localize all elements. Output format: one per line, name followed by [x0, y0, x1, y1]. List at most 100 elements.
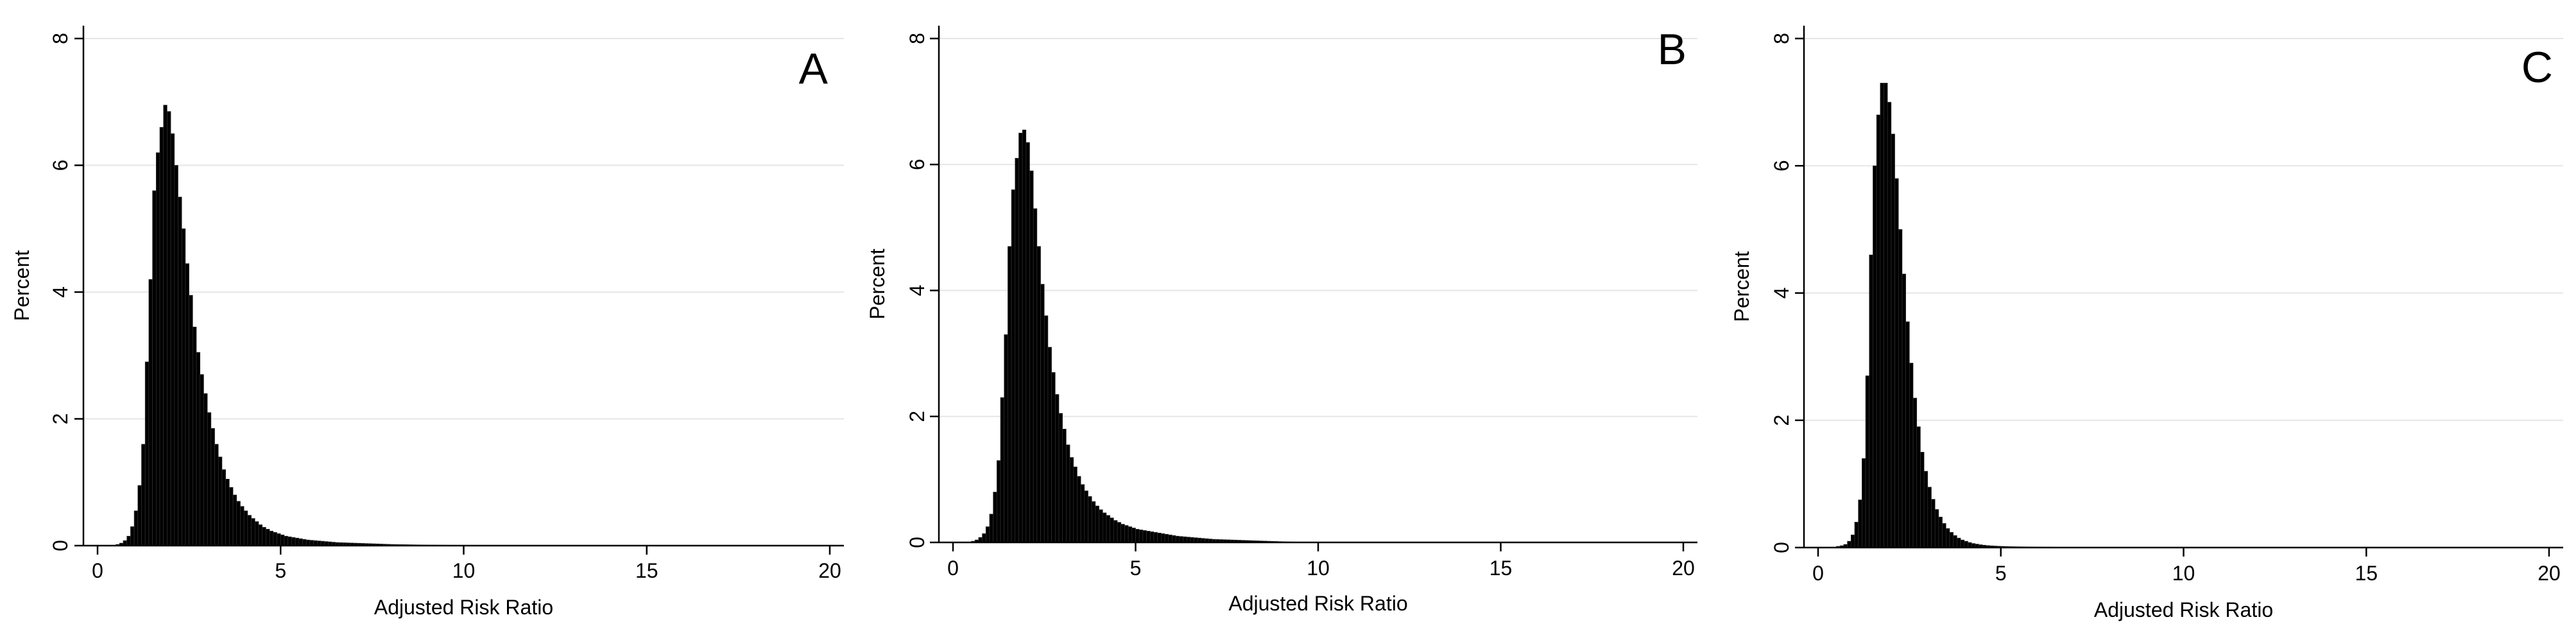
histogram-bar: [251, 518, 255, 546]
histogram-bar: [137, 485, 142, 546]
histogram-bar: [1088, 496, 1092, 543]
histogram-bar: [141, 444, 146, 546]
histogram-bar: [1008, 246, 1012, 543]
histogram-bar: [1043, 315, 1049, 543]
y-axis-title: Percent: [1730, 251, 1753, 322]
histogram-bar: [240, 506, 245, 546]
histogram-bar: [1051, 372, 1056, 543]
panel-label: B: [1658, 25, 1687, 74]
histogram-bar: [1880, 83, 1884, 548]
x-tick-label: 10: [2172, 562, 2195, 585]
histogram-bar: [170, 133, 175, 546]
histogram-bar: [148, 279, 153, 546]
histogram-bar: [1905, 321, 1910, 548]
chart-panel-b: 0 5 10 15 20 0 2 4 6 8 Adjusted Risk Ratio Percent B: [866, 25, 1697, 615]
histogram-bar: [280, 534, 285, 546]
histogram-bar: [167, 111, 171, 546]
x-tick-label: 15: [1490, 557, 1513, 580]
y-tick-label: 2: [906, 411, 929, 422]
histogram-bar: [1055, 394, 1060, 543]
histogram-bar: [1142, 530, 1147, 543]
histogram-bar: [1894, 178, 1899, 548]
histogram-bar: [1099, 509, 1103, 543]
histogram-bar: [174, 165, 178, 546]
y-tick-label: 6: [1770, 160, 1793, 171]
y-tick-label: 6: [49, 160, 72, 171]
histogram-bar: [1080, 484, 1085, 543]
histogram-bar: [1847, 540, 1851, 548]
histogram-bar: [243, 510, 248, 546]
histogram-bar: [1004, 334, 1008, 543]
bar-group: [971, 129, 1308, 543]
histogram-bar: [1179, 536, 1183, 543]
histogram-bar: [1121, 524, 1125, 543]
histogram-bar: [1091, 501, 1096, 543]
x-tick-label: 5: [1995, 562, 2007, 585]
x-axis-title: Adjusted Risk Ratio: [2094, 598, 2273, 621]
histogram-bar: [144, 361, 150, 546]
panel-label: A: [799, 44, 829, 93]
histogram-bar: [214, 444, 219, 546]
histogram-bar: [1029, 170, 1034, 543]
x-tick-label: 20: [2537, 562, 2561, 585]
histogram-bar: [1909, 363, 1914, 548]
x-axis-title: Adjusted Risk Ratio: [374, 596, 553, 619]
histogram-bar: [200, 374, 204, 546]
histogram-bar: [1964, 540, 1968, 548]
histogram-bar: [1876, 114, 1881, 548]
x-tick-label: 0: [92, 559, 103, 582]
y-tick-label: 4: [1770, 288, 1793, 299]
y-tick-label: 0: [906, 537, 929, 548]
histogram-bar: [130, 526, 135, 546]
histogram-bar: [1157, 532, 1162, 543]
histogram-bar: [1161, 533, 1165, 543]
histogram-bar: [1066, 444, 1070, 543]
histogram-bar: [189, 295, 193, 546]
y-tick-label: 2: [1770, 415, 1793, 426]
x-tick-label: 0: [947, 557, 959, 580]
histogram-bar: [1058, 413, 1063, 543]
histogram-bar: [203, 393, 208, 546]
histogram-bar: [1953, 535, 1957, 548]
histogram-bar: [1131, 528, 1136, 543]
histogram-bar: [1000, 397, 1004, 543]
x-tick-label: 0: [1812, 562, 1824, 585]
histogram-bar: [1960, 539, 1965, 548]
histogram-bar: [1084, 490, 1088, 543]
histogram-bar: [210, 428, 215, 546]
x-tick-label: 20: [1672, 557, 1695, 580]
histogram-bar: [1887, 101, 1892, 548]
histogram-bar: [262, 527, 266, 546]
y-tick-label: 0: [1770, 542, 1793, 553]
histogram-bar: [1175, 535, 1180, 543]
y-tick-label: 2: [49, 413, 72, 425]
histogram-bar: [1920, 452, 1925, 548]
histogram-bar: [1164, 533, 1169, 543]
histogram-bar: [284, 535, 288, 546]
histogram-bar: [1113, 520, 1118, 543]
histogram-bar: [126, 535, 131, 546]
histogram-bar: [1073, 466, 1078, 543]
histogram-bar: [1153, 532, 1158, 543]
histogram-bar: [1902, 273, 1906, 548]
histogram-bar: [1916, 426, 1921, 548]
histogram-bar: [159, 126, 164, 546]
y-tick-label: 4: [49, 286, 72, 298]
histogram-bar: [298, 538, 303, 546]
histogram-bar: [1869, 254, 1873, 548]
histogram-bar: [1942, 523, 1946, 548]
histogram-bar: [133, 510, 139, 546]
histogram-bar: [1095, 505, 1099, 543]
chart-panel-a: 0 5 10 15 20 0 2 4 6 8 Adjusted Risk Ratio Percent A: [10, 26, 844, 619]
bar-group: [116, 105, 468, 546]
histogram-bar: [232, 494, 237, 546]
histogram-bar: [266, 529, 270, 546]
bar-group: [1836, 83, 2129, 549]
histogram-bar: [982, 533, 986, 543]
histogram-bar: [996, 460, 1001, 543]
histogram-bar: [193, 327, 197, 546]
histogram-bar: [1018, 132, 1023, 543]
histogram-bar: [221, 469, 226, 546]
histogram-bar: [152, 190, 157, 546]
